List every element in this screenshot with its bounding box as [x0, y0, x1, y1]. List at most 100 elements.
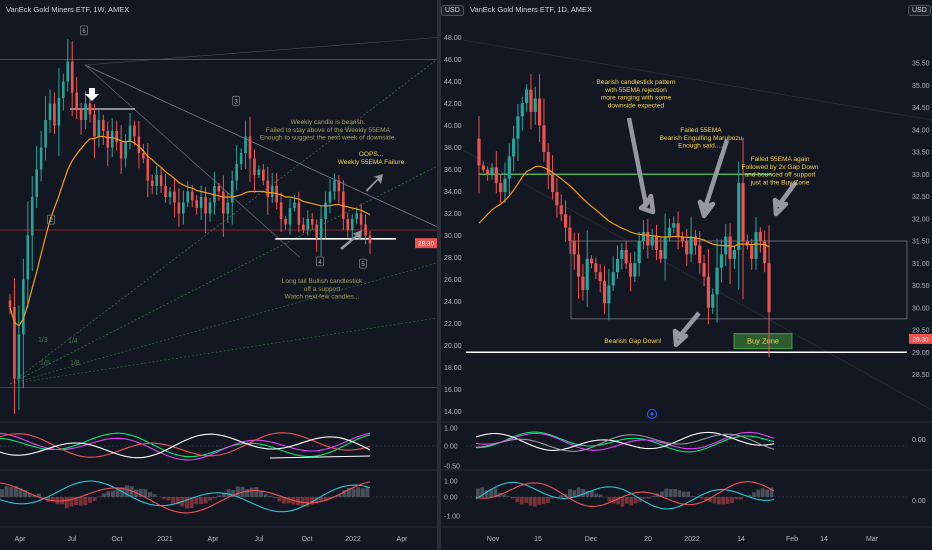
left-price-tick: 34.00 [444, 189, 462, 196]
buy-zone-box [733, 333, 793, 350]
daily-hist-bar [673, 489, 677, 497]
left-price-tick: 30.00 [444, 233, 462, 240]
left-osc2-tick: 0.00 [444, 495, 458, 502]
weekly-hist-bar [185, 497, 190, 509]
daily-candle [624, 249, 628, 264]
callout-box [80, 25, 88, 36]
daily-hist-bar [607, 497, 612, 502]
weekly-hist-bar [41, 497, 46, 499]
fib-fan-line [9, 317, 437, 385]
weekly-hist-bar [263, 494, 268, 497]
trend-line [84, 64, 301, 258]
daily-hist-bar [519, 497, 524, 505]
weekly-hist-bar [189, 497, 194, 509]
daily-chart-title: VanEck Gold Miners ETF, 1D, AMEX [470, 5, 592, 14]
weekly-hist-bar [337, 494, 342, 497]
daily-candle [494, 167, 498, 184]
daily-chart[interactable]: Buy Zone Bearish candlestick patternwith … [441, 0, 932, 550]
weekly-annotation-line: Weekly candle is bearish. [291, 119, 366, 126]
weekly-annotation-line: Enough to suggest the next week of downs… [260, 135, 397, 142]
weekly-hist-bar [111, 490, 116, 497]
daily-hist-bar [690, 496, 695, 497]
right-price-tick: 34.50 [912, 105, 930, 112]
weekly-candle [39, 147, 43, 170]
weekly-hist-bar [194, 497, 199, 505]
daily-hist-bar [546, 497, 550, 504]
daily-osc2-line [475, 481, 775, 507]
daily-hist-bar [651, 495, 656, 497]
weekly-candle [248, 136, 252, 159]
weekly-hist-bar [69, 497, 74, 507]
indicator-icon-dot [650, 412, 654, 416]
daily-candle [503, 178, 507, 193]
daily-ema55-line [478, 165, 770, 248]
daily-candle [732, 249, 736, 259]
weekly-annotation-line: Failed to stay above of the Weekly 55EMA [266, 127, 391, 134]
fib-label: 1/8 [70, 360, 80, 367]
weekly-annotation-line: OOPS... [359, 151, 384, 158]
weekly-candle [266, 180, 270, 197]
weekly-hist-bar [286, 497, 291, 504]
weekly-candle [262, 169, 265, 181]
daily-annotation-line: Followed by 2x Gap Down [742, 164, 819, 171]
callout-marker: 2 [47, 214, 55, 225]
indicator-icon [647, 409, 657, 419]
weekly-candle [182, 202, 185, 214]
weekly-hist-bar [351, 488, 356, 497]
weekly-candle [35, 169, 38, 197]
weekly-hist-bar [342, 490, 347, 497]
weekly-candle [17, 334, 21, 379]
weekly-candle [115, 131, 118, 142]
weekly-candle [346, 219, 350, 230]
daily-candle [685, 241, 689, 255]
daily-candle [598, 272, 602, 282]
daily-osc1-line [475, 433, 775, 452]
weekly-candle [70, 61, 74, 93]
daily-hist-bar [660, 491, 664, 497]
weekly-candle [53, 103, 56, 126]
daily-hist-bar [664, 488, 669, 497]
weekly-hist-bar [4, 486, 9, 497]
weekly-chart[interactable]: 1/3 1/4 1/8 1/5 6 2 3 4 5 Weekly candle is bearis… [0, 0, 437, 550]
weekly-x-tick: Oct [112, 536, 123, 543]
weekly-osc2-line [0, 481, 371, 514]
right-price-tick: 28.50 [912, 372, 930, 379]
daily-hist-bar [537, 497, 542, 505]
daily-candle [589, 258, 594, 264]
daily-price-tag [909, 333, 932, 344]
daily-hist-bar [572, 490, 577, 497]
right-currency-badge[interactable]: USD [908, 5, 931, 16]
faint-trend-line [462, 149, 932, 411]
weekly-osc1-line [0, 432, 371, 458]
fib-label: 1/3 [38, 337, 48, 344]
left-price-tick: 26.00 [444, 277, 462, 284]
daily-hist-bar [681, 491, 686, 497]
daily-annotation-line: Bearish candlestick pattern [596, 79, 675, 86]
weekly-osc1-signal [269, 455, 371, 459]
left-price-tick: 20.00 [444, 343, 462, 350]
daily-x-tick: 20 [644, 536, 652, 543]
daily-hist-bar [747, 495, 752, 497]
weekly-chart-pane[interactable]: 1/3 1/4 1/8 1/5 6 2 3 4 5 Weekly candle is bearis… [0, 0, 437, 550]
daily-hist-bar [541, 497, 546, 505]
weekly-candle [22, 279, 25, 335]
daily-candle [767, 263, 771, 313]
daily-candle [728, 236, 732, 259]
weekly-x-tick: Apr [208, 536, 220, 543]
pane-divider[interactable] [437, 0, 441, 550]
weekly-candle [168, 191, 172, 197]
weekly-hist-bar [161, 497, 166, 499]
callout-number: 2 [49, 218, 53, 224]
weekly-candle [164, 186, 167, 197]
daily-candle [602, 281, 607, 304]
daily-candle [676, 223, 680, 237]
weekly-chart-title: VanEck Gold Miners ETF, 1W, AMEX [6, 5, 130, 14]
weekly-hist-bar [222, 492, 227, 497]
faint-trend-line [462, 39, 932, 121]
left-currency-badge[interactable]: USD [441, 5, 464, 16]
callout-marker: 6 [80, 25, 88, 36]
daily-chart-pane[interactable]: Buy Zone Bearish candlestick pattern with … [441, 0, 932, 550]
left-price-tick: 48.00 [444, 35, 462, 42]
daily-hist-bar [598, 494, 603, 497]
daily-candle [706, 276, 711, 308]
